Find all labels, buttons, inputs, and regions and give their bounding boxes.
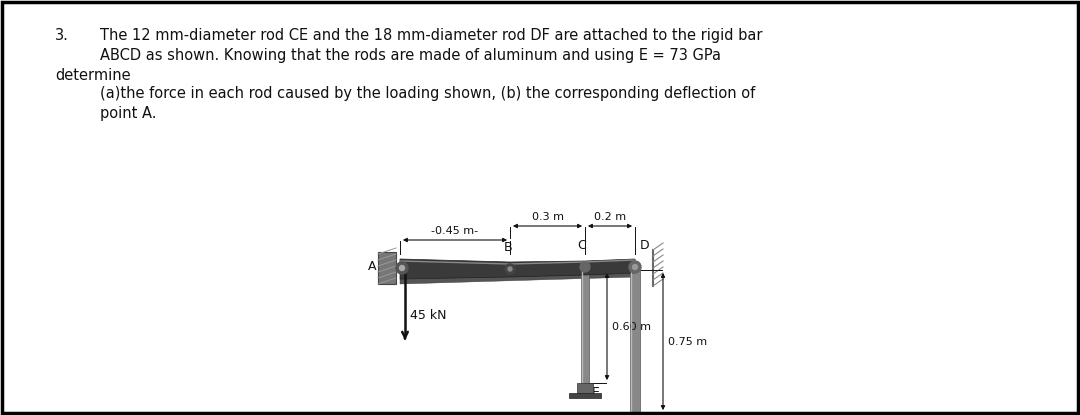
Bar <box>625 413 645 415</box>
Bar <box>577 383 593 393</box>
Text: 0.75 m: 0.75 m <box>669 337 707 347</box>
Bar <box>581 270 589 383</box>
Bar <box>569 393 600 398</box>
Text: 0.3 m: 0.3 m <box>531 212 564 222</box>
Text: ABCD as shown. Knowing that the rods are made of aluminum and using E = 73 GPa: ABCD as shown. Knowing that the rods are… <box>100 48 721 63</box>
Circle shape <box>400 266 405 271</box>
Text: D: D <box>640 239 650 252</box>
Text: E: E <box>592 386 599 399</box>
Text: 45 kN: 45 kN <box>410 309 446 322</box>
Text: determine: determine <box>55 68 131 83</box>
Circle shape <box>629 261 642 273</box>
Polygon shape <box>400 273 635 284</box>
Text: A: A <box>367 259 376 273</box>
Bar <box>378 252 396 284</box>
Circle shape <box>396 262 408 274</box>
Text: The 12 mm-diameter rod CE and the 18 mm-diameter rod DF are attached to the rigi: The 12 mm-diameter rod CE and the 18 mm-… <box>100 28 762 43</box>
Text: 0.2 m: 0.2 m <box>594 212 626 222</box>
Circle shape <box>505 264 515 274</box>
Bar <box>630 270 640 413</box>
Text: 3.: 3. <box>55 28 69 43</box>
Text: -0.45 m-: -0.45 m- <box>431 226 478 236</box>
Polygon shape <box>400 259 635 279</box>
Circle shape <box>508 267 512 271</box>
Circle shape <box>580 262 590 272</box>
Text: C: C <box>578 239 586 252</box>
Text: point A.: point A. <box>100 106 157 121</box>
Text: B: B <box>503 241 512 254</box>
Circle shape <box>633 264 637 269</box>
Text: (a)​the force in each rod caused by the loading shown, (b) the corresponding def: (a)​the force in each rod caused by the … <box>100 86 755 101</box>
Text: 0.60 m: 0.60 m <box>612 322 651 332</box>
